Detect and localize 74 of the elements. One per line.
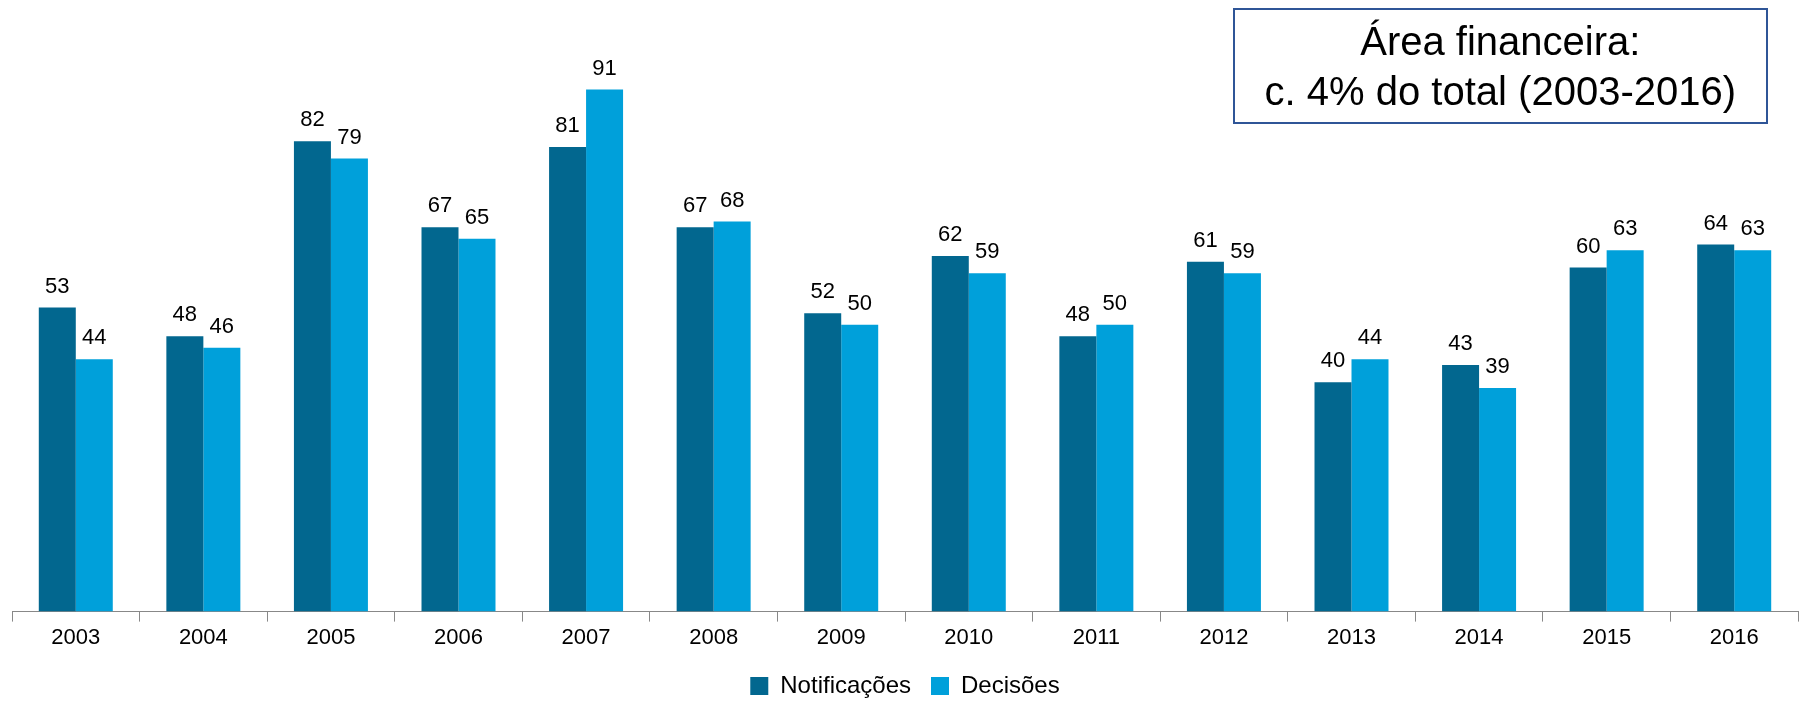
data-label: 48 xyxy=(172,301,198,327)
data-label: 60 xyxy=(1575,232,1601,258)
x-tick-label: 2005 xyxy=(306,623,356,649)
bar xyxy=(1697,244,1735,612)
bar xyxy=(586,89,624,612)
data-label: 44 xyxy=(1357,324,1383,350)
x-tick-label: 2013 xyxy=(1327,623,1376,649)
bar xyxy=(1186,261,1224,612)
data-label: 40 xyxy=(1320,347,1346,373)
x-tick-label: 2003 xyxy=(51,623,101,649)
bar xyxy=(1442,364,1480,612)
bar xyxy=(293,141,331,612)
data-label: 62 xyxy=(938,221,963,247)
bar xyxy=(330,158,368,612)
legend-label: Notificações xyxy=(780,670,912,698)
text: Área financeira: xyxy=(1359,18,1642,65)
data-label: 91 xyxy=(592,54,617,80)
data-label: 48 xyxy=(1065,301,1091,327)
data-label: 43 xyxy=(1448,330,1473,356)
data-label: 50 xyxy=(1102,289,1128,315)
data-label: 53 xyxy=(45,272,70,298)
bar xyxy=(804,313,842,612)
x-tick-label: 2007 xyxy=(561,623,611,649)
bar xyxy=(1734,250,1772,612)
data-label: 64 xyxy=(1703,209,1728,235)
data-label: 63 xyxy=(1612,215,1638,241)
x-tick-label: 2008 xyxy=(689,623,739,649)
data-label: 59 xyxy=(1230,238,1255,264)
data-label: 50 xyxy=(847,289,872,315)
data-label: 46 xyxy=(209,312,235,338)
data-label: 39 xyxy=(1485,352,1510,378)
data-label: 52 xyxy=(810,278,835,304)
data-label: 82 xyxy=(300,106,325,132)
x-tick-label: 2015 xyxy=(1582,623,1632,649)
bar xyxy=(931,255,969,612)
data-label: 59 xyxy=(975,238,1000,264)
data-label: 79 xyxy=(337,123,362,149)
bar xyxy=(713,221,751,612)
bar xyxy=(549,146,587,612)
x-tick-label: 2010 xyxy=(944,623,994,649)
data-label: 44 xyxy=(82,324,107,350)
bar xyxy=(458,238,496,612)
x-tick-label: 2016 xyxy=(1709,623,1759,649)
bar xyxy=(75,359,113,612)
bar xyxy=(841,324,879,612)
data-label: 81 xyxy=(555,112,580,138)
bar xyxy=(38,307,76,612)
data-label: 67 xyxy=(682,192,708,218)
x-tick-label: 2012 xyxy=(1199,623,1249,649)
x-tick-label: 2006 xyxy=(434,623,483,649)
bar xyxy=(1059,336,1097,612)
bar xyxy=(1223,273,1261,612)
annotation: c. 4% do total (2003-2016) xyxy=(1264,68,1736,115)
bar xyxy=(1351,359,1389,612)
bar xyxy=(1606,250,1644,612)
bar xyxy=(968,273,1006,612)
data-label: 67 xyxy=(427,192,453,218)
data-label: 61 xyxy=(1193,226,1218,252)
bar xyxy=(1479,387,1517,612)
x-tick-label: 2009 xyxy=(816,623,866,649)
legend-label: Decisões xyxy=(961,670,1060,698)
bar xyxy=(1569,267,1607,612)
bar xyxy=(421,227,459,612)
data-label: 68 xyxy=(719,186,745,212)
bar xyxy=(203,347,241,612)
data-label: 63 xyxy=(1740,215,1765,241)
x-tick-label: 2014 xyxy=(1454,623,1504,649)
bar xyxy=(676,227,714,612)
x-tick-label: 2004 xyxy=(178,623,228,649)
data-label: 65 xyxy=(464,203,490,229)
x-tick-label: 2011 xyxy=(1072,623,1121,649)
bar xyxy=(166,336,204,612)
bar xyxy=(1096,324,1134,612)
bar xyxy=(1314,382,1352,612)
